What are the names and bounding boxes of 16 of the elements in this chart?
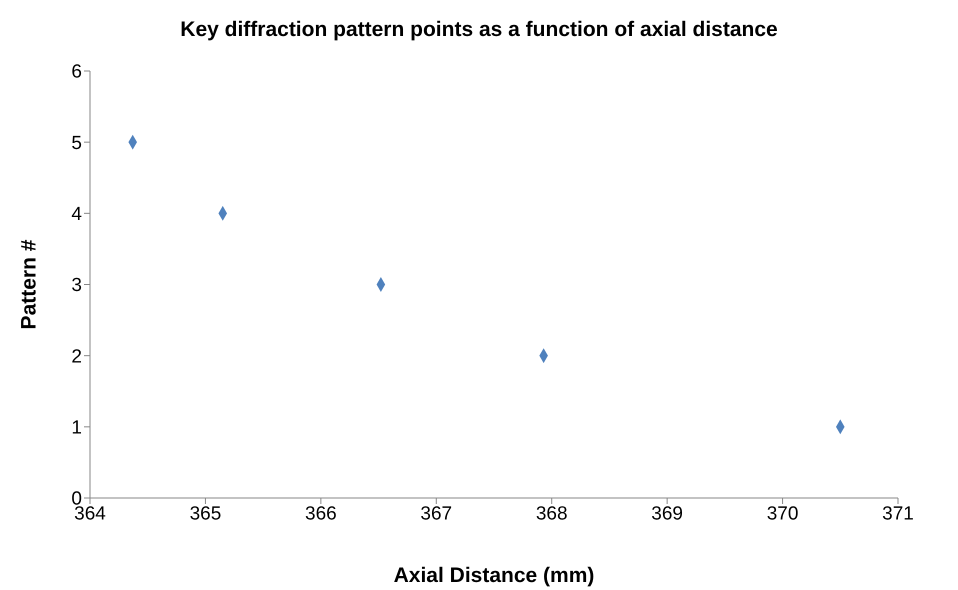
x-tick-label: 371 (882, 503, 914, 524)
y-tick-label: 3 (71, 275, 82, 296)
x-tick-label: 365 (190, 503, 222, 524)
x-tick-label: 366 (305, 503, 337, 524)
y-tick-label: 4 (71, 204, 82, 226)
y-tick-label: 6 (71, 62, 82, 83)
y-axis-title: Pattern # (17, 239, 40, 330)
x-tick-label: 368 (536, 503, 568, 524)
y-tick-label: 5 (71, 132, 82, 154)
x-tick-label: 369 (651, 503, 683, 524)
x-axis-title: Axial Distance (mm) (394, 564, 594, 587)
chart-title: Key diffraction pattern points as a function of axial distance (179, 18, 779, 42)
y-tick-label: 1 (71, 418, 82, 439)
x-tick-label: 370 (766, 503, 798, 524)
y-tick-label: 2 (71, 346, 82, 368)
x-tick-label: 367 (420, 503, 452, 524)
